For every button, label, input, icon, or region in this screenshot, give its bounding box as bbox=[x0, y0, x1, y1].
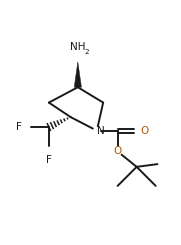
Polygon shape bbox=[74, 62, 81, 87]
Text: 2: 2 bbox=[84, 49, 89, 55]
Text: F: F bbox=[46, 155, 52, 165]
Text: NH: NH bbox=[70, 42, 85, 52]
Text: F: F bbox=[16, 122, 22, 132]
Text: O: O bbox=[113, 147, 122, 157]
Text: N: N bbox=[97, 126, 105, 136]
Text: O: O bbox=[141, 126, 149, 136]
